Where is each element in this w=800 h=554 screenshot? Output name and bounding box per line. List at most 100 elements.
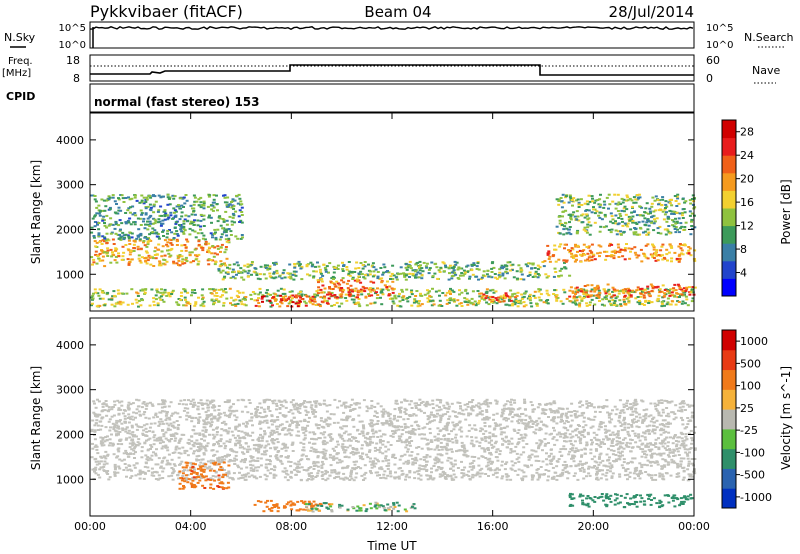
echo-cell <box>312 300 316 303</box>
echo-cell <box>568 274 572 277</box>
echo-cell <box>379 435 383 438</box>
echo-cell <box>161 230 165 233</box>
echo-cell <box>547 475 550 478</box>
echo-cell <box>622 458 626 461</box>
echo-cell <box>267 443 271 446</box>
echo-cell <box>296 406 299 409</box>
echo-cell <box>680 437 684 440</box>
echo-cell <box>221 218 225 220</box>
echo-cell <box>269 293 272 296</box>
colorbar-segment <box>722 155 736 174</box>
echo-cell <box>649 454 653 457</box>
echo-cell <box>452 271 456 274</box>
echo-cell <box>281 271 285 274</box>
echo-cell <box>198 434 202 436</box>
echo-cell <box>665 253 669 256</box>
echo-cell <box>498 271 502 274</box>
echo-cell <box>270 468 273 471</box>
echo-cell <box>155 235 159 238</box>
echo-cell <box>310 265 314 268</box>
echo-cell <box>110 415 114 418</box>
echo-cell <box>294 473 298 476</box>
echo-cell <box>280 400 284 403</box>
echo-cell <box>679 227 683 230</box>
echo-cell <box>485 295 489 297</box>
echo-cell <box>212 194 216 197</box>
echo-cell <box>273 419 277 422</box>
echo-cell <box>325 265 329 268</box>
echo-cell <box>510 442 514 445</box>
echo-cell <box>310 408 314 411</box>
echo-cell <box>432 303 436 306</box>
echo-cell <box>635 289 639 292</box>
echo-cell <box>629 438 632 441</box>
echo-cell <box>483 421 487 424</box>
echo-cell <box>279 403 283 406</box>
echo-cell <box>314 304 318 306</box>
echo-cell <box>483 450 487 453</box>
echo-cell <box>134 298 138 301</box>
echo-cell <box>347 289 351 292</box>
freq-tick-top: 18 <box>66 54 80 67</box>
echo-cell <box>175 233 179 235</box>
echo-cell <box>169 422 173 425</box>
echo-cell <box>599 421 603 423</box>
echo-cell <box>454 273 458 276</box>
echo-cell <box>608 203 612 206</box>
nsky-tick-bottom: 10^0 <box>59 40 86 51</box>
echo-cell <box>209 216 213 219</box>
echo-cell <box>638 196 642 199</box>
echo-cell <box>548 260 552 263</box>
echo-cell <box>117 255 121 258</box>
echo-cell <box>386 289 390 292</box>
echo-cell <box>535 442 539 445</box>
echo-cell <box>478 441 482 444</box>
echo-cell <box>511 302 515 305</box>
echo-cell <box>482 293 486 296</box>
echo-cell <box>135 301 139 304</box>
echo-cell <box>157 209 161 212</box>
echo-cell <box>274 276 278 279</box>
echo-cell <box>441 446 445 449</box>
echo-cell <box>371 275 375 278</box>
echo-cell <box>557 200 561 202</box>
echo-cell <box>223 447 227 450</box>
echo-cell <box>438 399 442 401</box>
echo-cell <box>236 290 240 293</box>
echo-cell <box>264 463 268 466</box>
echo-cell <box>511 293 515 296</box>
echo-cell <box>387 415 391 417</box>
echo-cell <box>209 477 213 480</box>
echo-cell <box>570 449 574 452</box>
echo-cell <box>124 233 128 236</box>
echo-cell <box>304 430 308 433</box>
echo-cell <box>458 302 462 305</box>
echo-cell <box>195 459 199 462</box>
echo-cell <box>574 303 578 306</box>
echo-cell <box>653 402 657 405</box>
echo-cell <box>637 193 641 196</box>
echo-cell <box>494 468 498 471</box>
echo-cell <box>122 251 126 254</box>
echo-cell <box>622 210 626 213</box>
echo-cell <box>202 214 206 217</box>
echo-cell <box>520 293 524 296</box>
echo-cell <box>509 412 512 415</box>
echo-cell <box>228 263 232 266</box>
echo-cell <box>97 233 101 236</box>
echo-cell <box>638 439 642 442</box>
echo-cell <box>391 288 395 291</box>
echo-cell <box>506 400 510 403</box>
echo-cell <box>224 291 228 294</box>
echo-cell <box>381 423 385 426</box>
echo-cell <box>119 408 123 411</box>
echo-cell <box>182 288 186 291</box>
echo-cell <box>322 291 326 294</box>
echo-cell <box>377 449 381 451</box>
echo-cell <box>616 193 620 196</box>
echo-cell <box>562 228 566 231</box>
echo-cell <box>458 274 462 277</box>
nsky-panel <box>89 21 695 49</box>
echo-cell <box>585 290 589 293</box>
echo-cell <box>657 203 660 206</box>
